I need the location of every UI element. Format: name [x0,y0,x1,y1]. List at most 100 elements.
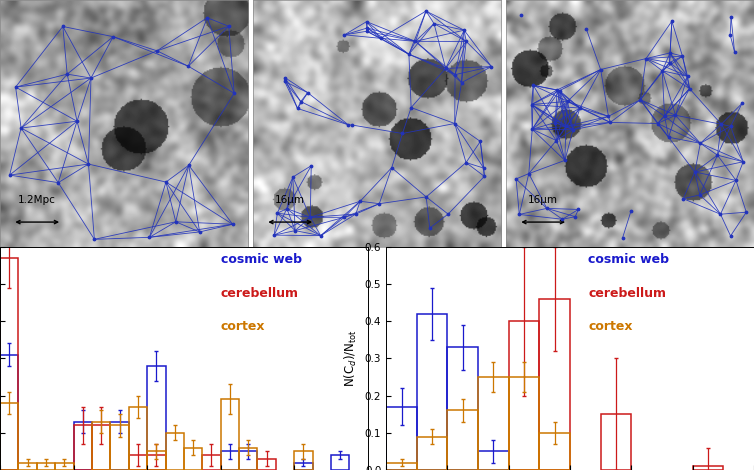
Point [268,231,280,239]
Point [15,124,27,132]
Point [550,137,562,144]
Point [4,172,16,179]
Bar [0,258,18,470]
Y-axis label: N(C$_d$)/N$_{\mathrm{tot}}$: N(C$_d$)/N$_{\mathrm{tot}}$ [343,329,359,387]
Point [409,38,421,45]
Point [458,26,470,34]
Point [604,118,616,126]
Bar [294,462,313,470]
Bar [166,433,184,470]
Point [553,87,566,94]
Point [361,24,373,31]
Point [658,112,670,120]
Point [279,78,291,85]
Point [170,218,182,226]
Bar [74,422,92,470]
Bar [447,347,478,470]
Point [688,168,700,176]
Point [640,55,652,63]
Point [449,71,461,78]
Point [373,200,385,207]
Bar [18,462,37,470]
Text: 16μm: 16μm [529,195,558,205]
Bar [184,447,202,470]
Point [670,111,682,119]
Point [712,151,724,159]
Text: cortex: cortex [221,321,265,333]
Point [71,118,83,125]
Point [271,210,284,217]
Point [682,72,694,80]
Point [449,120,461,127]
Point [556,215,569,223]
Bar [110,422,129,470]
Point [724,31,736,39]
Point [342,121,354,129]
Bar [509,377,539,470]
Point [160,178,172,186]
Point [314,232,326,239]
Point [562,98,574,105]
Point [289,227,301,235]
Bar [386,407,417,470]
Point [625,208,637,215]
Point [736,100,748,107]
Point [740,208,752,216]
Point [474,138,486,145]
Bar [331,455,349,470]
Point [510,175,522,183]
Point [725,232,737,240]
Point [182,63,195,70]
Bar [92,422,110,470]
Point [295,98,307,105]
Point [346,121,358,129]
Point [526,125,538,133]
Point [541,204,553,212]
Point [194,228,206,236]
Point [222,23,234,30]
Point [572,206,584,213]
Point [664,49,676,57]
Bar [110,425,129,470]
Bar [0,403,18,470]
Bar [447,410,478,470]
Point [201,14,213,22]
Bar [147,366,166,470]
Bar [0,355,18,470]
Point [460,38,472,45]
Point [617,234,629,242]
Point [581,25,593,33]
Point [486,63,498,70]
Point [559,123,572,130]
Bar [37,462,55,470]
Bar [129,455,147,470]
Point [338,213,350,221]
Point [730,177,742,184]
Point [574,104,586,112]
Point [664,59,676,66]
Point [305,213,317,221]
Point [725,13,737,21]
Point [88,235,100,243]
Point [107,33,119,40]
Text: cortex: cortex [588,321,633,333]
Point [226,220,238,228]
Point [375,35,387,42]
Point [360,18,372,25]
Point [477,164,489,172]
Bar [417,437,447,470]
Text: cosmic web: cosmic web [588,253,670,266]
Point [602,112,615,120]
Point [549,119,561,126]
Bar [539,433,570,470]
Point [728,48,740,55]
Text: 1.2Mpc: 1.2Mpc [18,195,56,205]
Point [684,85,696,93]
Bar [601,414,631,470]
Bar [202,455,221,470]
Point [676,52,688,60]
Bar [147,455,166,470]
Point [567,126,579,133]
Point [527,82,539,89]
Bar [509,321,539,470]
